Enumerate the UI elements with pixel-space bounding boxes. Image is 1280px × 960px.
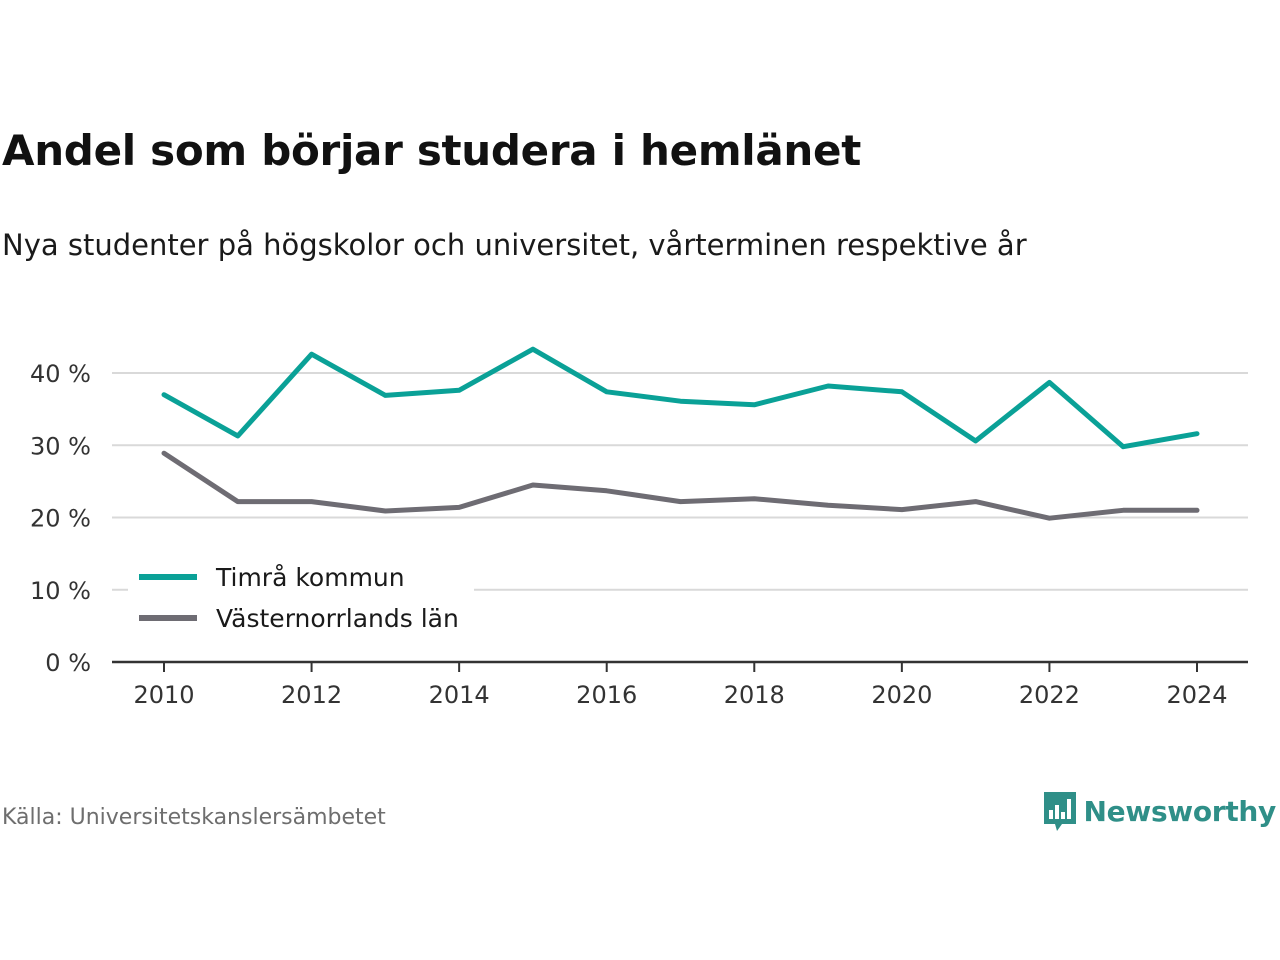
x-tick-label: 2014 bbox=[429, 681, 490, 709]
y-tick-label: 10 % bbox=[30, 577, 91, 605]
x-tick-label: 2012 bbox=[281, 681, 342, 709]
brand-logo: Newsworthy bbox=[1042, 790, 1276, 832]
x-tick-label: 2016 bbox=[576, 681, 637, 709]
y-tick-label: 20 % bbox=[30, 505, 91, 533]
bar-chart-speech-bubble-icon bbox=[1043, 792, 1076, 831]
x-tick-label: 2024 bbox=[1166, 681, 1227, 709]
series-line-1 bbox=[161, 346, 1200, 450]
chart-title: Andel som börjar studera i hemlänet bbox=[2, 126, 861, 175]
legend: Timrå kommun Västernorrlands län bbox=[128, 553, 474, 641]
y-tick-label: 0 % bbox=[45, 649, 91, 677]
x-tick-label: 2018 bbox=[724, 681, 785, 709]
y-axis-ticks: 0 % 10 % 20 % 30 % 40 % bbox=[30, 360, 91, 677]
chart-subtitle: Nya studenter på högskolor och universit… bbox=[2, 228, 1027, 262]
x-axis-ticks: 2010 2012 2014 2016 2018 2020 2022 2024 bbox=[133, 662, 1228, 709]
line-chart: 0 % 10 % 20 % 30 % 40 % 2010 2012 2014 2016 2018… bbox=[30, 346, 1248, 709]
y-tick-label: 40 % bbox=[30, 360, 91, 388]
y-tick-label: 30 % bbox=[30, 432, 91, 460]
legend-background bbox=[128, 553, 474, 641]
series-line-2 bbox=[161, 450, 1200, 521]
legend-label: Timrå kommun bbox=[215, 563, 405, 592]
brand-name: Newsworthy bbox=[1083, 794, 1277, 828]
x-tick-label: 2022 bbox=[1019, 681, 1080, 709]
series-lines bbox=[161, 346, 1200, 521]
x-tick-label: 2010 bbox=[133, 681, 194, 709]
source-note: Källa: Universitetskanslersämbetet bbox=[2, 805, 386, 830]
legend-label: Västernorrlands län bbox=[216, 604, 459, 633]
x-tick-label: 2020 bbox=[871, 681, 932, 709]
